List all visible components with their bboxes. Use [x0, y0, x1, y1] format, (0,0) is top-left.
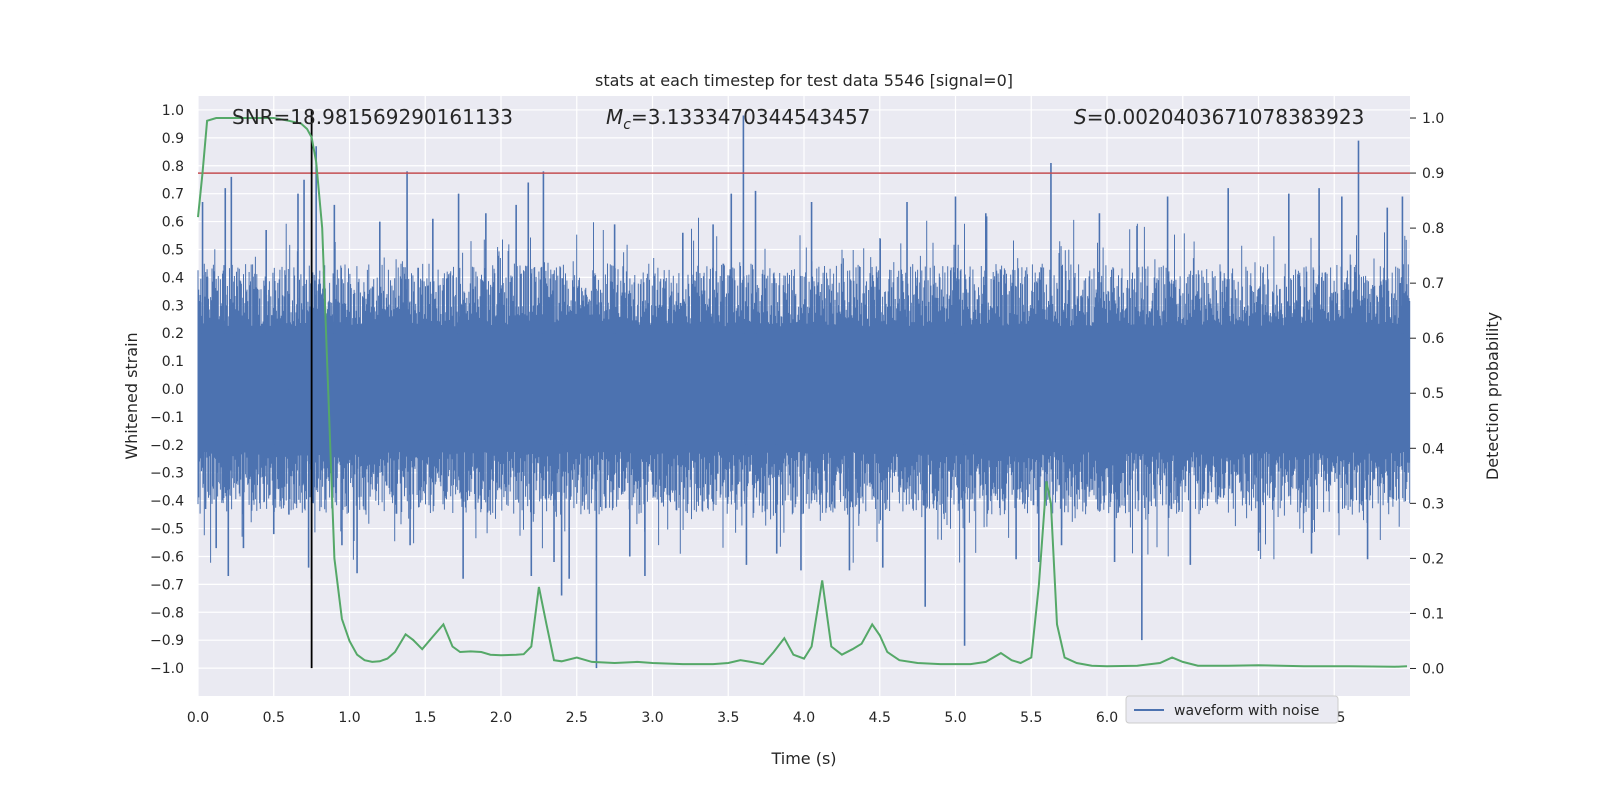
y-tick-label: −0.7 — [150, 577, 184, 593]
x-tick-label: 4.5 — [869, 710, 891, 726]
y-right-tick-label: 0.5 — [1422, 386, 1444, 402]
mc-value: =3.1333470344543457 — [631, 105, 870, 129]
y-tick-label: −0.8 — [150, 605, 184, 621]
probability-line — [197, 117, 1408, 668]
y-tick-label: −0.2 — [150, 438, 184, 454]
chirp-mass-annotation: Mc=3.1333470344543457 — [606, 105, 870, 133]
legend-box — [1125, 695, 1339, 724]
mc-subscript: c — [623, 117, 631, 133]
x-tick-label: 6.0 — [1096, 710, 1118, 726]
y-tick-label: 0.2 — [162, 326, 184, 342]
y-right-tick-label: 0.4 — [1422, 441, 1444, 457]
y-right-tick-label: 1.0 — [1422, 111, 1444, 127]
y-right-tick-label: 0.1 — [1422, 606, 1444, 622]
x-tick-label: 3.0 — [641, 710, 663, 726]
y-axis-right-ticks: 1.0 0.9 0.8 0.7 0.6 0.5 0.4 0.3 0.2 0.1 0.0 — [1410, 111, 1444, 677]
y-right-tick-label: 0.0 — [1422, 661, 1444, 677]
y-right-tick-label: 0.8 — [1422, 221, 1444, 237]
y-right-tick-label: 0.2 — [1422, 551, 1444, 567]
y-right-tick-label: 0.6 — [1422, 331, 1444, 347]
x-tick-label: 5.0 — [944, 710, 966, 726]
noise-band — [198, 333, 1410, 445]
legend-label-waveform-with-noise: waveform with noise — [1174, 703, 1319, 719]
x-tick-label: 1.5 — [414, 710, 436, 726]
series-waveform-with-noise — [197, 115, 1411, 669]
y-right-tick-label: 0.7 — [1422, 276, 1444, 292]
y-tick-label: −1.0 — [150, 661, 184, 677]
y-tick-label: −0.5 — [150, 522, 184, 538]
y-tick-label: 0.4 — [162, 270, 184, 286]
y-tick-label: 0.9 — [162, 131, 184, 147]
x-tick-label: 2.0 — [490, 710, 512, 726]
x-axis-label: Time (s) — [770, 749, 836, 768]
y-tick-label: 0.5 — [162, 242, 184, 258]
s-symbol: S — [1074, 105, 1087, 129]
y-tick-label: 1.0 — [162, 103, 184, 119]
x-tick-label: 5.5 — [1020, 710, 1042, 726]
y-axis-right-label: Detection probability — [1483, 312, 1502, 480]
y-tick-label: −0.6 — [150, 549, 184, 565]
x-tick-label: 0.0 — [187, 710, 209, 726]
y-right-tick-label: 0.3 — [1422, 496, 1444, 512]
y-tick-label: 0.8 — [162, 159, 184, 175]
y-tick-label: 0.6 — [162, 215, 184, 231]
snr-annotation: SNR=18.981569290161133 — [232, 105, 513, 129]
y-axis-left-ticks: 1.0 0.9 0.8 0.7 0.6 0.5 0.4 0.3 0.2 0.1 0.0 −0.1 −0.… — [150, 103, 184, 677]
y-tick-label: 0.7 — [162, 187, 184, 203]
x-tick-label: 3.5 — [717, 710, 739, 726]
x-tick-label: 2.5 — [566, 710, 588, 726]
y-tick-label: −0.4 — [150, 494, 184, 510]
y-tick-label: 0.3 — [162, 298, 184, 314]
legend: waveform with noise — [1125, 695, 1339, 724]
x-tick-label: 4.0 — [793, 710, 815, 726]
series-detection-probability — [197, 117, 1408, 668]
x-tick-label: 1.0 — [338, 710, 360, 726]
s-annotation: S=0.0020403671078383923 — [1074, 105, 1364, 129]
chart-title: stats at each timestep for test data 554… — [595, 71, 1013, 90]
y-right-tick-label: 0.9 — [1422, 166, 1444, 182]
s-value: =0.0020403671078383923 — [1087, 105, 1365, 129]
y-tick-label: −0.3 — [150, 466, 184, 482]
mc-symbol: M — [606, 105, 623, 129]
y-tick-label: −0.1 — [150, 410, 184, 426]
y-tick-label: 0.0 — [162, 382, 184, 398]
y-tick-label: −0.9 — [150, 633, 184, 649]
y-tick-label: 0.1 — [162, 354, 184, 370]
x-tick-label: 0.5 — [263, 710, 285, 726]
y-axis-label: Whitened strain — [122, 332, 141, 459]
